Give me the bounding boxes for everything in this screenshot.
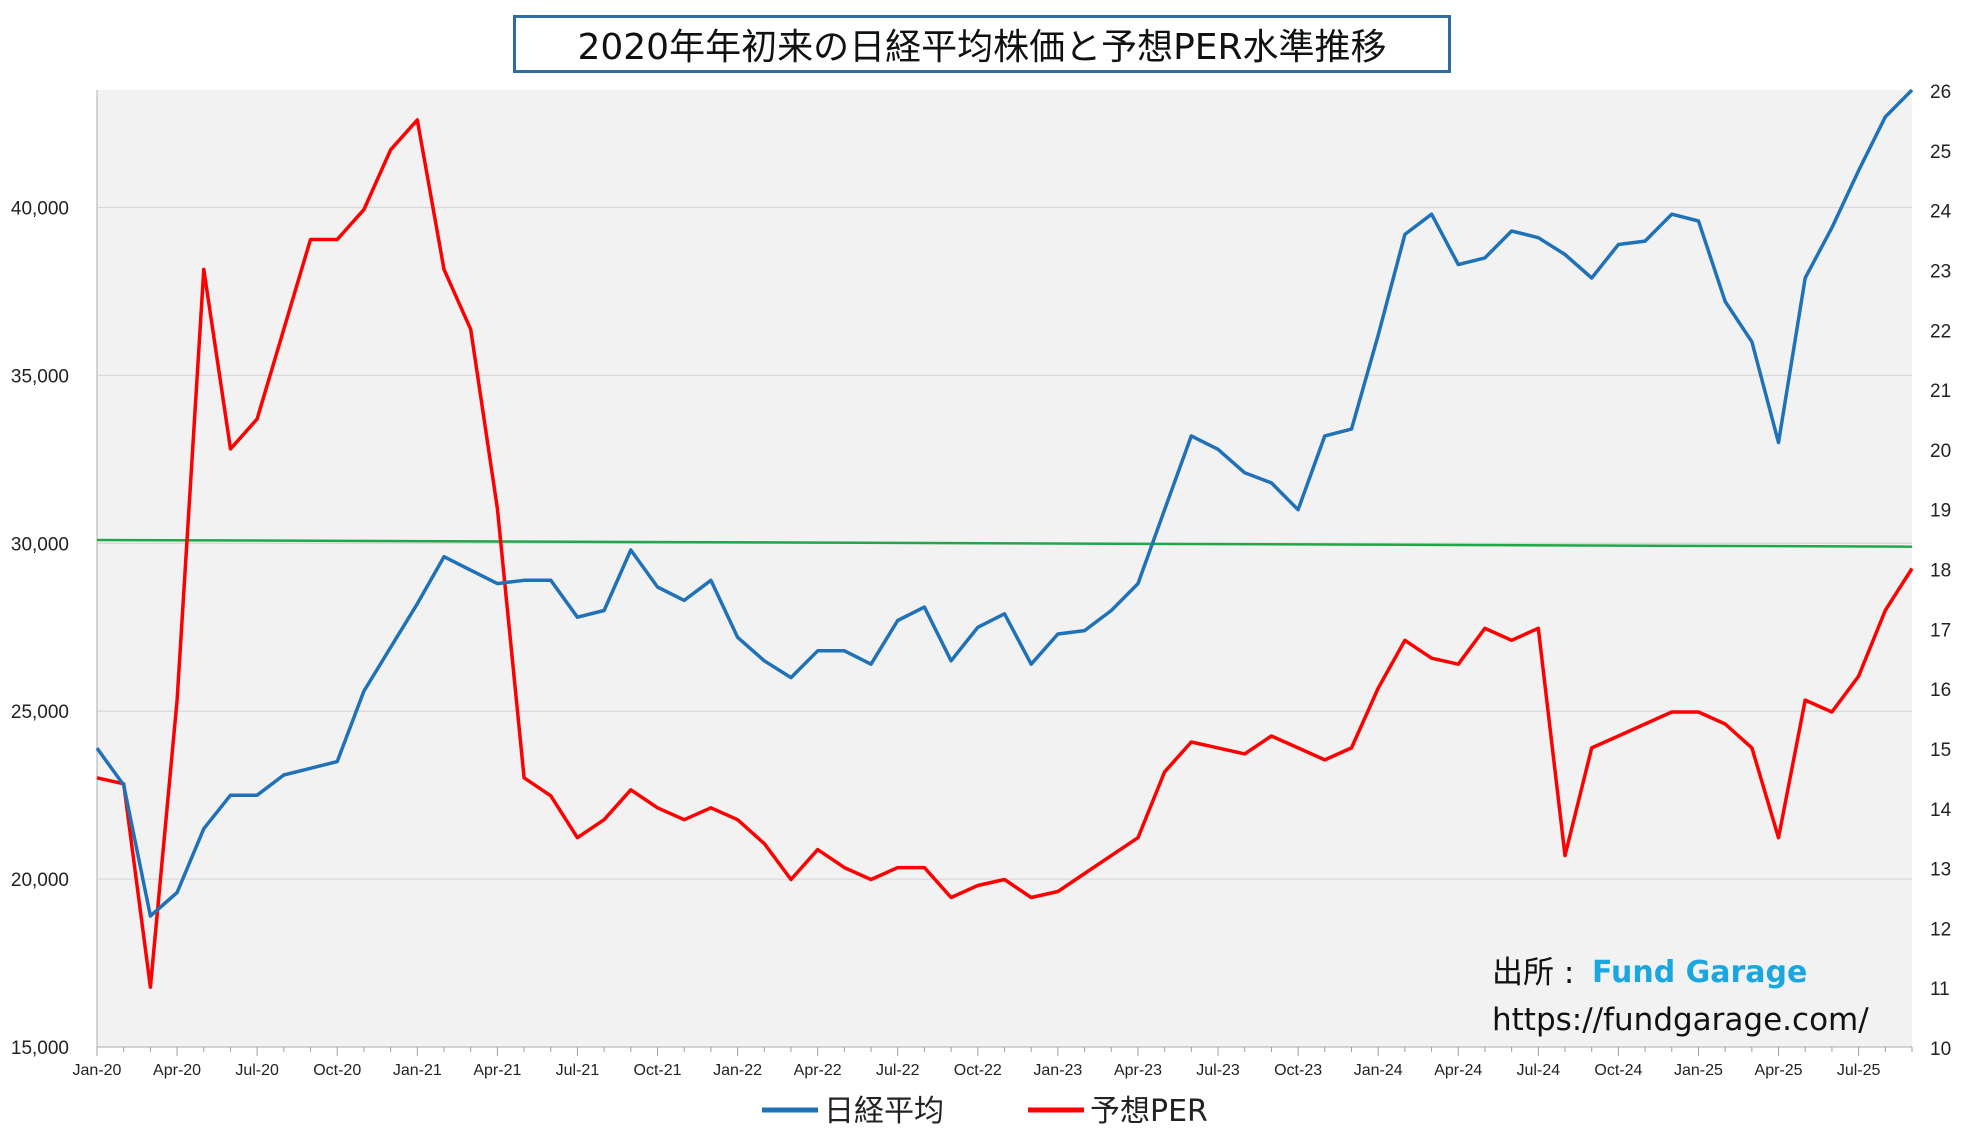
right-tick-label: 16 <box>1930 680 1951 701</box>
legend-label-per: 予想PER <box>1090 1094 1208 1128</box>
right-tick-label: 24 <box>1930 202 1952 223</box>
left-tick-label: 40,000 <box>11 199 69 220</box>
x-tick-label: Jan-25 <box>1674 1062 1723 1079</box>
right-tick-label: 15 <box>1930 740 1951 761</box>
right-axis: 10 11 12 13 14 15 16 17 18 19 20 21 22 23 24 25 26 <box>1930 82 1952 1060</box>
x-tick-label: Oct-22 <box>954 1062 1002 1079</box>
right-tick-label: 20 <box>1930 441 1951 462</box>
x-tick-label: Jan-22 <box>713 1062 762 1079</box>
source-label: 出所 : <box>1492 955 1574 991</box>
x-tick-label: Jul-22 <box>876 1062 920 1079</box>
left-tick-label: 15,000 <box>11 1038 69 1059</box>
source-brand: Fund Garage <box>1592 955 1807 990</box>
x-tick-label: Jan-21 <box>393 1062 442 1079</box>
x-tick-label: Jul-21 <box>556 1062 600 1079</box>
right-tick-label: 23 <box>1930 261 1951 282</box>
x-tick-label: Apr-24 <box>1434 1062 1482 1079</box>
right-tick-label: 12 <box>1930 919 1951 940</box>
right-tick-label: 18 <box>1930 561 1951 582</box>
left-tick-label: 35,000 <box>11 366 69 387</box>
right-tick-label: 26 <box>1930 82 1951 103</box>
x-tick-label: Jan-23 <box>1033 1062 1082 1079</box>
x-tick-label: Jan-20 <box>73 1062 122 1079</box>
right-tick-label: 25 <box>1930 142 1951 163</box>
plot-area <box>97 90 1912 1047</box>
right-tick-label: 19 <box>1930 501 1951 522</box>
series-line-per <box>96 118 1914 989</box>
x-tick-label: Oct-23 <box>1274 1062 1322 1079</box>
x-tick-label: Apr-22 <box>794 1062 842 1079</box>
x-tick-label: Oct-24 <box>1594 1062 1642 1079</box>
x-tick-label: Jul-20 <box>235 1062 279 1079</box>
left-tick-label: 25,000 <box>11 702 69 723</box>
x-tick-label: Jan-24 <box>1354 1062 1403 1079</box>
series-line-nikkei <box>95 88 1914 918</box>
left-tick-label: 20,000 <box>11 870 69 891</box>
x-tick-label: Jul-25 <box>1837 1062 1881 1079</box>
right-tick-label: 22 <box>1930 321 1951 342</box>
legend: 日経平均 予想PER <box>762 1094 1208 1128</box>
x-tick-label: Jul-23 <box>1196 1062 1240 1079</box>
reference-line <box>96 538 1913 548</box>
x-tick-label: Oct-21 <box>634 1062 682 1079</box>
right-tick-label: 14 <box>1930 800 1952 821</box>
right-tick-label: 21 <box>1930 381 1951 402</box>
legend-label-nikkei: 日経平均 <box>824 1094 944 1128</box>
source-url: https://fundgarage.com/ <box>1492 1002 1869 1038</box>
x-tick-label: Apr-25 <box>1755 1062 1803 1079</box>
right-tick-label: 11 <box>1930 979 1950 1000</box>
chart-title: 2020年年初来の日経平均株価と予想PER水準推移 <box>513 15 1451 73</box>
x-tick-label: Apr-20 <box>153 1062 201 1079</box>
x-tick-label: Oct-20 <box>313 1062 361 1079</box>
source-note: 出所 : Fund Garage https://fundgarage.com/ <box>1492 955 1869 1038</box>
x-tick-label: Apr-21 <box>473 1062 521 1079</box>
right-tick-label: 17 <box>1930 620 1951 641</box>
x-tick-label: Jul-24 <box>1517 1062 1561 1079</box>
x-axis: Jan-20 Apr-20 Jul-20 Oct-20 Jan-21 Apr-21 Jul-… <box>73 1047 1913 1079</box>
right-tick-label: 10 <box>1930 1039 1951 1060</box>
left-tick-label: 30,000 <box>11 534 69 555</box>
right-tick-label: 13 <box>1930 860 1951 881</box>
x-tick-label: Apr-23 <box>1114 1062 1162 1079</box>
